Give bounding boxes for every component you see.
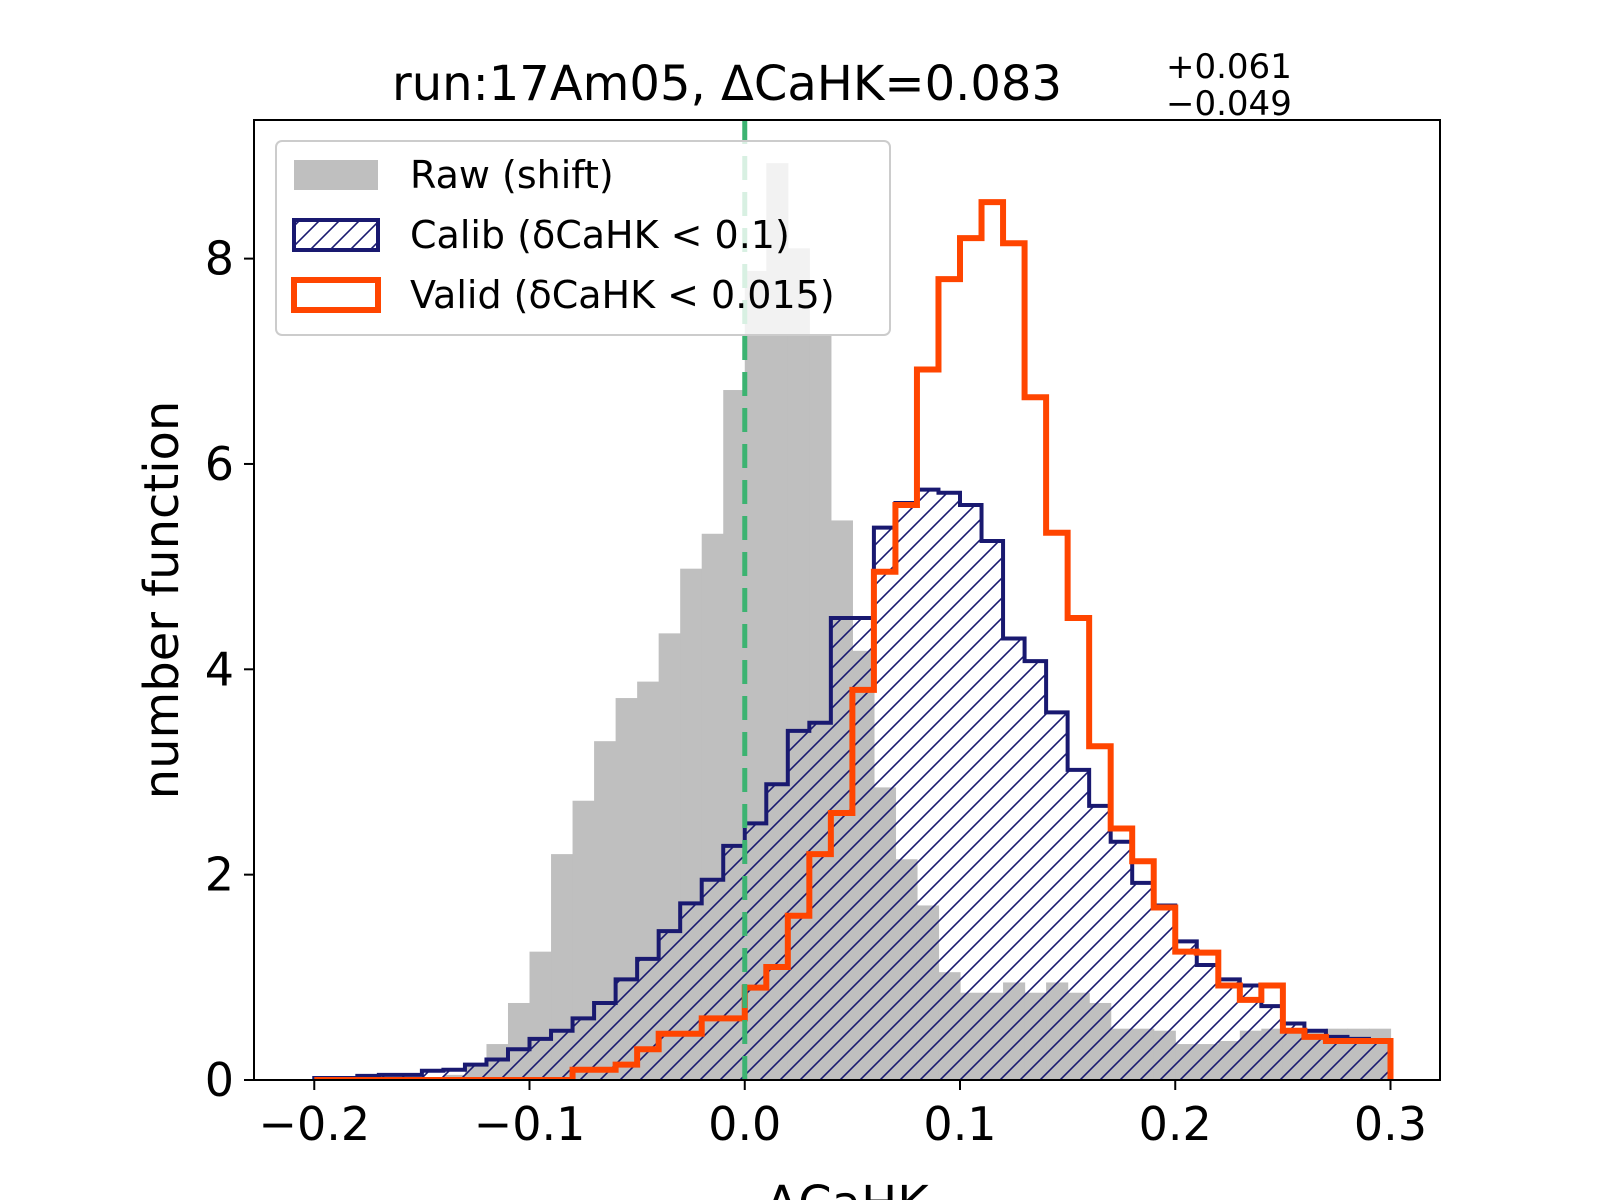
y-tick-label: 4 xyxy=(205,642,234,696)
x-tick-label: −0.2 xyxy=(258,1097,370,1151)
legend-label-calib: Calib (δCaHK < 0.1) xyxy=(410,213,790,257)
valid-step-histogram xyxy=(314,199,1394,1080)
y-tick-label: 0 xyxy=(205,1053,234,1107)
y-tick-label: 2 xyxy=(205,848,234,902)
legend-label-raw: Raw (shift) xyxy=(410,153,614,197)
x-tick-label: 0.3 xyxy=(1354,1097,1427,1151)
chart-title-sub: −0.049 xyxy=(1166,84,1292,124)
x-axis-ticks: −0.2 −0.1 0.0 0.1 0.2 0.3 xyxy=(258,1080,1427,1151)
legend-swatch-calib xyxy=(292,218,380,252)
y-tick-label: 8 xyxy=(205,232,234,286)
y-axis-title: number function xyxy=(134,401,190,800)
raw-bar xyxy=(551,854,574,1080)
legend-frame xyxy=(275,140,891,336)
raw-bar xyxy=(572,800,595,1080)
chart-title: run:17Am05, ΔCaHK=0.083 xyxy=(392,56,1062,112)
valid-outline xyxy=(314,199,1394,1080)
x-tick-label: 0.1 xyxy=(923,1097,996,1151)
x-tick-label: −0.1 xyxy=(474,1097,586,1151)
x-tick-label: 0.0 xyxy=(708,1097,781,1151)
legend-swatch-raw xyxy=(294,160,378,190)
x-tick-label: 0.2 xyxy=(1139,1097,1212,1151)
y-tick-label: 6 xyxy=(205,437,234,491)
plot-frame xyxy=(253,119,1441,1081)
legend-swatch-valid xyxy=(291,277,381,313)
x-axis-title: ΔCaHK xyxy=(765,1176,930,1200)
chart-title-sup: +0.061 xyxy=(1166,47,1292,87)
raw-bar xyxy=(594,741,617,1080)
y-axis-ticks: 0 2 4 6 8 xyxy=(205,232,254,1107)
legend: Raw (shift) Calib (δCaHK < 0.1) Valid (δ… xyxy=(275,140,891,336)
legend-label-valid: Valid (δCaHK < 0.015) xyxy=(410,273,835,317)
